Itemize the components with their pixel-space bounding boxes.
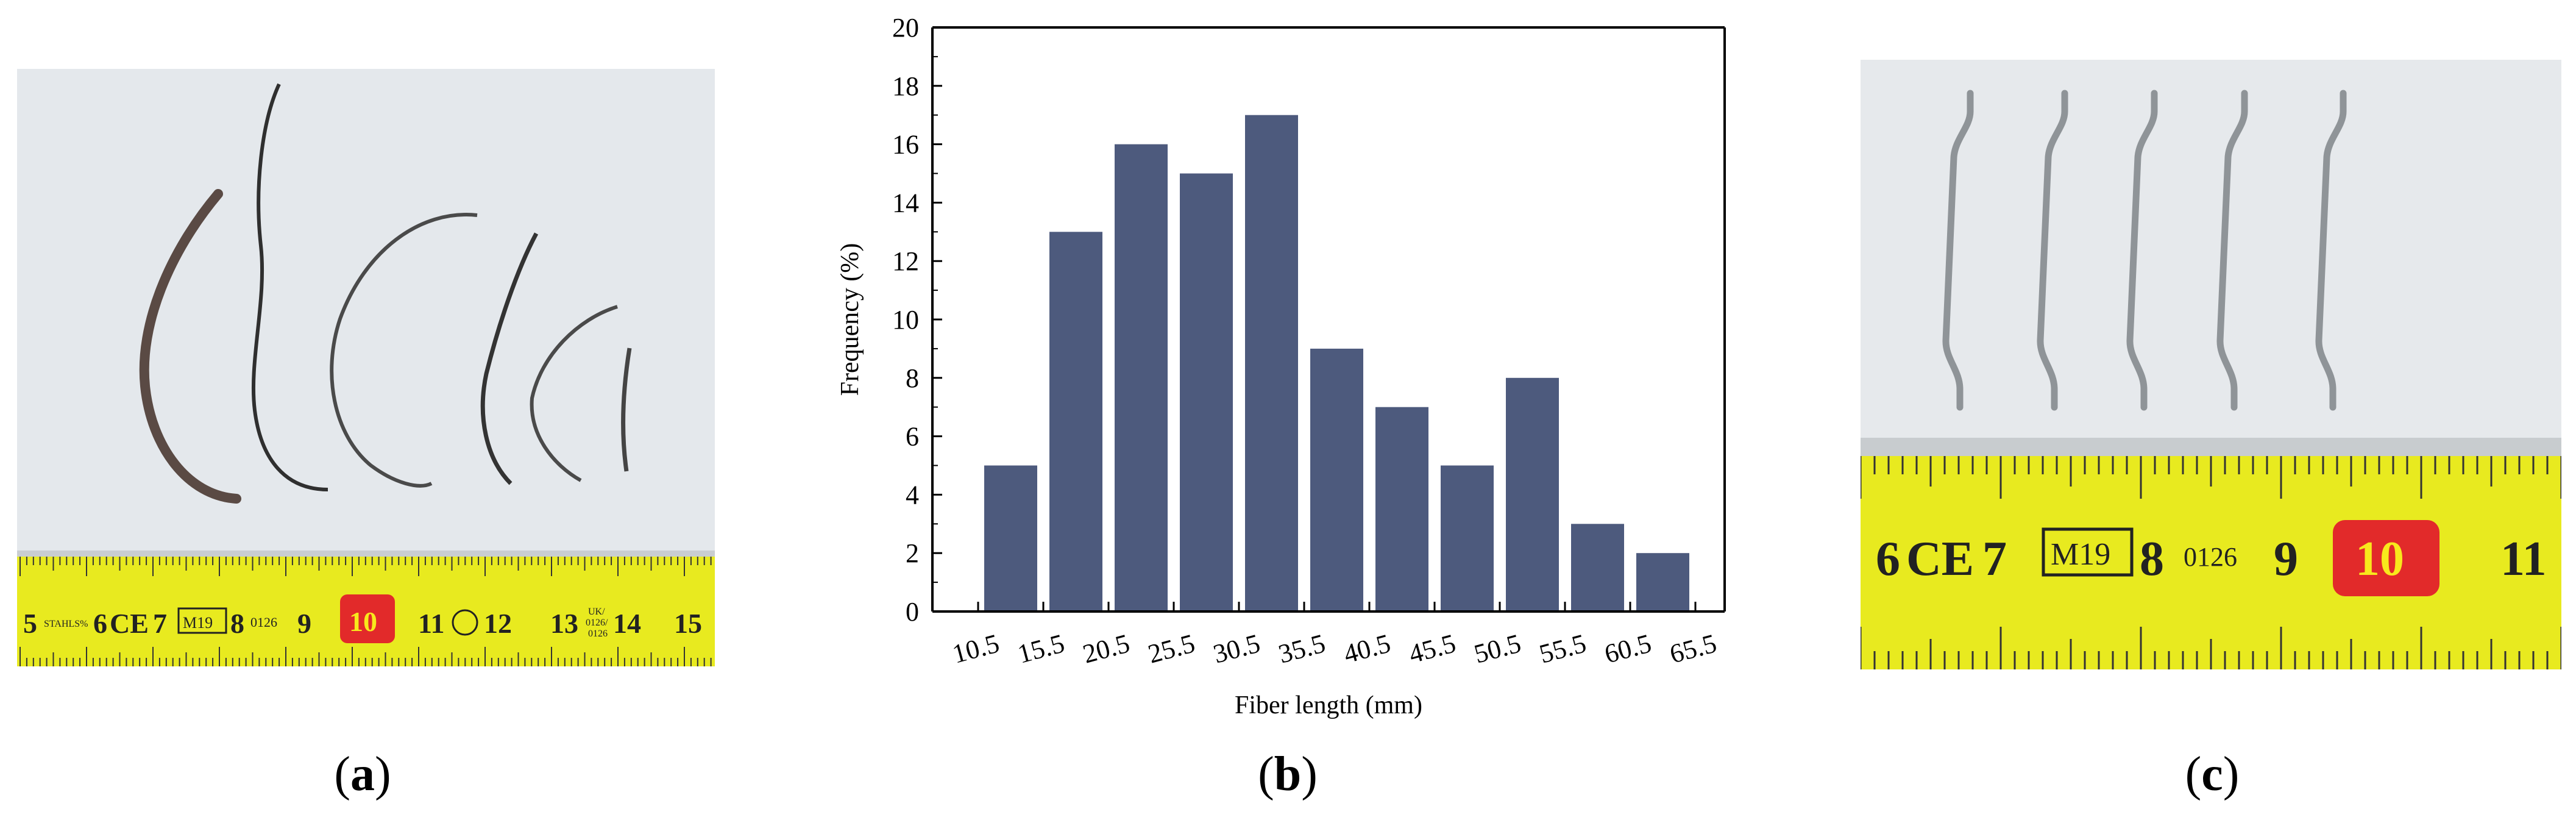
tape-red-box: [340, 594, 395, 643]
caption-a-letter: a: [350, 747, 375, 801]
x-tick-label: 20.5: [1080, 628, 1133, 669]
histogram-bar: [1115, 144, 1168, 612]
y-tick-label: 16: [892, 130, 919, 160]
fiber-4: [480, 232, 539, 485]
tape-uk-code-2: 0126: [588, 629, 608, 639]
x-tick-label: 25.5: [1145, 628, 1198, 669]
caption-b: (b): [1258, 747, 1318, 801]
tape-number: 10: [349, 606, 377, 637]
tape-number: 8: [2140, 532, 2164, 586]
tape-ii-mark: [452, 609, 478, 636]
tape-number: 7: [153, 608, 167, 639]
tape-number: 8: [230, 608, 244, 639]
tape-m19: M19: [2051, 537, 2110, 572]
x-tick-label: 35.5: [1276, 628, 1329, 669]
histogram-bar: [1180, 173, 1233, 611]
y-tick-label: 6: [906, 422, 919, 452]
tape-brand: STAHLS%: [44, 619, 88, 629]
histogram-chart: 0 2 4 6 8 10 12 14 16 18 20 10.5 15.5 20.5 25.5 30.5 35…: [836, 13, 1726, 719]
tape-ce-mark: CE: [1906, 532, 1974, 586]
panel-a: 5 STAHLS% 6 CE 7 M19 8 0126 9 10 11 12 1…: [17, 69, 715, 666]
x-tick-label: 15.5: [1015, 628, 1068, 669]
tape-code: 0126: [2184, 542, 2237, 572]
steel-fibers-group: [1942, 90, 2347, 411]
steel-fiber: [2126, 90, 2158, 411]
histogram-bar: [1245, 115, 1298, 611]
x-tick-label: 50.5: [1471, 628, 1524, 669]
tape-red-box: [2333, 520, 2439, 596]
x-tick-label: 45.5: [1406, 628, 1459, 669]
tape-number: 15: [674, 608, 702, 639]
fiber-1: [139, 189, 241, 504]
tape-uk-code: 0126/: [586, 618, 608, 628]
y-tick-label: 0: [906, 597, 919, 627]
y-axis-ticks: 0 2 4 6 8 10 12 14 16 18 20: [892, 13, 942, 627]
x-tick-label: 40.5: [1341, 628, 1394, 669]
tape-number: 14: [613, 608, 641, 639]
y-tick-label: 18: [892, 71, 919, 101]
tape-number: 10: [2355, 532, 2404, 586]
fiber-2: [252, 83, 328, 491]
histogram-bar: [1049, 232, 1102, 611]
histogram-bar: [1310, 348, 1363, 611]
tape-uk: UK/: [588, 607, 605, 617]
y-tick-label: 8: [906, 363, 919, 393]
tape-ce-mark: CE: [110, 608, 149, 639]
histogram-bar: [1571, 524, 1624, 611]
tape-m19-box: [2042, 527, 2134, 577]
y-tick-label: 10: [892, 305, 919, 335]
tape-number: 11: [418, 608, 444, 639]
caption-c: (c): [2185, 747, 2240, 801]
steel-fiber: [2216, 90, 2248, 411]
fiber-3: [330, 213, 478, 488]
histogram-bar: [984, 465, 1037, 611]
tape-number: 5: [23, 608, 37, 639]
panel-c: 6 CE 7 M19 8 0126 9 10 11: [1859, 60, 2563, 669]
tape-m19: M19: [183, 614, 213, 632]
tape-number: 9: [297, 608, 311, 639]
measuring-tape-a: 5 STAHLS% 6 CE 7 M19 8 0126 9 10 11 12 1…: [17, 557, 715, 666]
steel-fiber: [2315, 90, 2347, 411]
x-tick-label: 65.5: [1667, 628, 1720, 669]
x-tick-label: 30.5: [1210, 628, 1263, 669]
y-tick-label: 4: [906, 480, 919, 510]
tape-m19-box: [177, 607, 227, 634]
x-axis-label: Fiber length (mm): [1235, 691, 1422, 719]
bars-group: [984, 115, 1689, 612]
tape-number: 7: [1982, 532, 2007, 586]
steel-fiber: [2037, 90, 2068, 411]
measuring-tape-c: 6 CE 7 M19 8 0126 9 10 11: [1859, 456, 2563, 669]
photo-a: 5 STAHLS% 6 CE 7 M19 8 0126 9 10 11 12 1…: [17, 69, 715, 666]
x-tick-label: 60.5: [1602, 628, 1655, 669]
tape-number: 9: [2274, 532, 2298, 586]
y-tick-label: 14: [892, 188, 919, 218]
tape-number: 13: [550, 608, 578, 639]
x-tick-label: 10.5: [949, 628, 1002, 669]
tape-number: 6: [93, 608, 107, 639]
tape-number: 12: [484, 608, 512, 639]
histogram-bar: [1506, 377, 1559, 611]
panel-b: 0 2 4 6 8 10 12 14 16 18 20 10.5 15.5 20.5 25.5 30.5 35…: [829, 6, 1743, 738]
histogram-bar: [1636, 553, 1689, 611]
tape-number: 6: [1876, 532, 1900, 586]
caption-c-letter: c: [2201, 747, 2223, 801]
y-tick-label: 20: [892, 13, 919, 43]
y-tick-label: 2: [906, 538, 919, 568]
caption-a: (a): [334, 747, 391, 801]
fiber-5: [530, 305, 618, 482]
tape-code: 0126: [250, 615, 277, 630]
tape-number: 11: [2500, 532, 2547, 586]
y-axis-label: Frequency (%): [836, 243, 864, 396]
fiber-6: [621, 348, 632, 472]
steel-fiber: [1942, 90, 1974, 411]
caption-b-letter: b: [1274, 747, 1302, 801]
y-tick-label: 12: [892, 246, 919, 276]
x-tick-label: 55.5: [1536, 628, 1589, 669]
histogram-bar: [1375, 407, 1428, 611]
photo-c: 6 CE 7 M19 8 0126 9 10 11: [1859, 60, 2563, 669]
histogram-bar: [1441, 465, 1494, 611]
